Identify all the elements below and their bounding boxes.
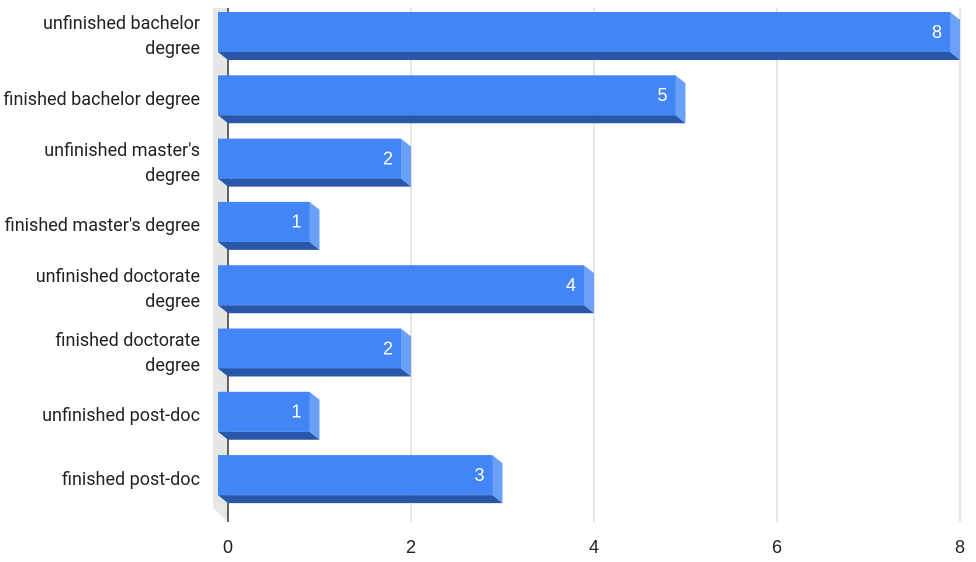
bar bbox=[218, 75, 686, 124]
y-tick-label: unfinished bachelor degree bbox=[42, 13, 200, 59]
bar-bottom bbox=[218, 495, 503, 504]
bar-bottom bbox=[218, 115, 686, 124]
y-tick-label: unfinished doctorate degree bbox=[35, 266, 200, 313]
value-label: 2 bbox=[383, 338, 393, 358]
y-tick-label: finished doctorate degree bbox=[55, 329, 200, 376]
bar-side bbox=[401, 328, 411, 377]
bar-front bbox=[218, 328, 401, 369]
bar bbox=[218, 201, 320, 250]
y-tick-label: unfinished post-doc bbox=[42, 405, 200, 427]
bar bbox=[218, 265, 594, 314]
bar-bottom bbox=[218, 241, 320, 250]
value-label: 1 bbox=[291, 402, 301, 422]
y-tick-label: finished post-doc bbox=[61, 468, 200, 490]
y-tick-label: unfinished master's degree bbox=[44, 139, 200, 186]
bar-side bbox=[309, 201, 320, 250]
bar-front bbox=[218, 75, 676, 116]
value-label: 3 bbox=[474, 465, 484, 485]
bar-front bbox=[218, 455, 493, 496]
bar bbox=[218, 138, 411, 187]
x-tick-label: 2 bbox=[406, 537, 416, 557]
bar bbox=[218, 328, 411, 377]
bar-front bbox=[218, 138, 401, 179]
bar-side bbox=[492, 455, 503, 504]
bar-side bbox=[675, 75, 686, 124]
bar-front bbox=[218, 265, 584, 306]
x-tick-label: 4 bbox=[589, 537, 599, 557]
bar-bottom bbox=[218, 305, 594, 314]
bar-front bbox=[218, 12, 950, 52]
value-label: 5 bbox=[657, 85, 667, 105]
bar-side bbox=[584, 265, 594, 314]
y-tick-label: finished bachelor degree bbox=[3, 88, 200, 110]
bar-side bbox=[309, 391, 320, 440]
value-label: 4 bbox=[566, 275, 576, 295]
bar-bottom bbox=[218, 368, 411, 377]
bar-side bbox=[950, 12, 960, 60]
bar bbox=[218, 12, 960, 60]
bar-bottom bbox=[218, 52, 960, 60]
value-label: 1 bbox=[291, 212, 301, 232]
bar-front bbox=[218, 391, 310, 432]
y-tick-label: finished master's degree bbox=[4, 215, 200, 237]
value-label: 8 bbox=[932, 22, 942, 42]
x-tick-label: 6 bbox=[772, 537, 782, 557]
bar-front bbox=[218, 201, 310, 242]
bar bbox=[218, 455, 503, 504]
bar-bottom bbox=[218, 431, 320, 440]
bar bbox=[218, 391, 320, 440]
x-tick-label: 0 bbox=[223, 537, 233, 557]
bar-side bbox=[401, 138, 411, 187]
value-label: 2 bbox=[383, 148, 393, 168]
x-tick-label: 8 bbox=[955, 537, 965, 557]
bar-bottom bbox=[218, 178, 411, 187]
